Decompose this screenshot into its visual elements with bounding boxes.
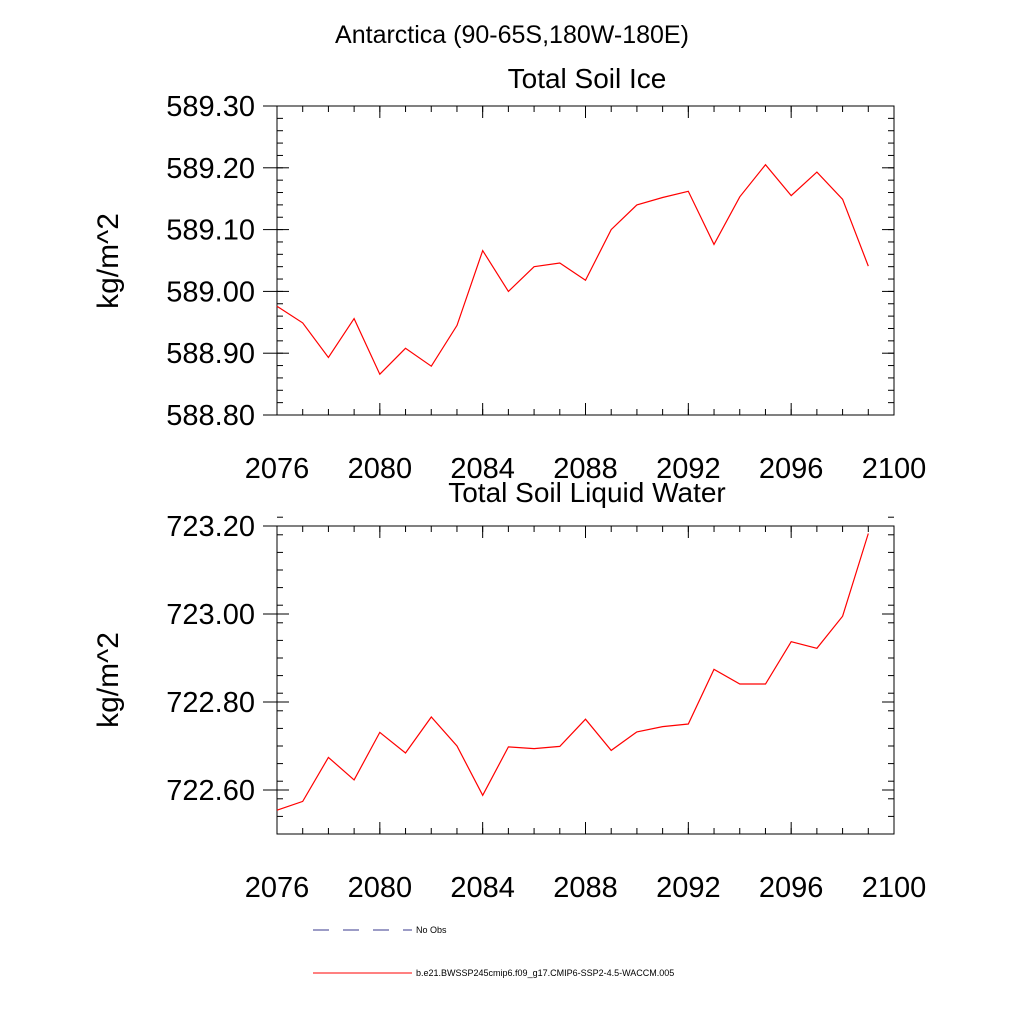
x-tick-label: 2096 xyxy=(759,872,824,904)
legend-label-model-run: b.e21.BWSSP245cmip6.f09_g17.CMIP6-SSP2-4… xyxy=(416,968,674,978)
y-tick-label: 588.90 xyxy=(166,338,255,370)
series-line xyxy=(276,163,869,376)
figure-suptitle: Antarctica (90-65S,180W-180E) xyxy=(335,21,689,49)
x-tick-label: 2096 xyxy=(759,453,824,485)
chart-title: Total Soil Liquid Water xyxy=(448,477,726,508)
x-tick-label: 2100 xyxy=(862,453,927,485)
legend: No Obs b.e21.BWSSP245cmip6.f09_g17.CMIP6… xyxy=(313,925,674,978)
x-tick-label: 2088 xyxy=(553,872,618,904)
y-tick-label: 722.80 xyxy=(166,687,255,719)
plot-frame xyxy=(276,525,895,835)
chart-title: Total Soil Ice xyxy=(508,63,667,94)
y-tick-label: 588.80 xyxy=(166,400,255,432)
x-tick-label: 2080 xyxy=(348,872,413,904)
y-axis-label: kg/m^2 xyxy=(92,213,125,309)
legend-label-no-obs: No Obs xyxy=(416,925,447,935)
x-tick-label: 2084 xyxy=(450,453,515,485)
series-line xyxy=(276,533,869,811)
plot-frame xyxy=(276,105,895,416)
y-axis-label: kg/m^2 xyxy=(92,632,125,728)
y-tick-label: 589.00 xyxy=(166,276,255,308)
panel-total-soil-ice: Total Soil Ice kg/m^2 2076 2080 2084 2088 20… xyxy=(92,63,926,485)
x-tick-label: 2076 xyxy=(245,453,310,485)
y-tick-label: 589.30 xyxy=(166,91,255,123)
x-tick-label: 2084 xyxy=(450,872,515,904)
x-tick-label: 2092 xyxy=(656,872,721,904)
y-tick-label: 589.20 xyxy=(166,153,255,185)
panel-total-soil-liquid-water: Total Soil Liquid Water kg/m^2 2076 2080 2… xyxy=(92,477,926,904)
x-tick-label: 2100 xyxy=(862,872,927,904)
y-tick-label: 723.00 xyxy=(166,599,255,631)
x-tick-label: 2088 xyxy=(553,453,618,485)
x-tick-label: 2080 xyxy=(348,453,413,485)
y-tick-label: 722.60 xyxy=(166,775,255,807)
x-tick-label: 2092 xyxy=(656,453,721,485)
y-tick-label: 723.20 xyxy=(166,511,255,543)
y-tick-label: 589.10 xyxy=(166,215,255,247)
x-tick-label: 2076 xyxy=(245,872,310,904)
